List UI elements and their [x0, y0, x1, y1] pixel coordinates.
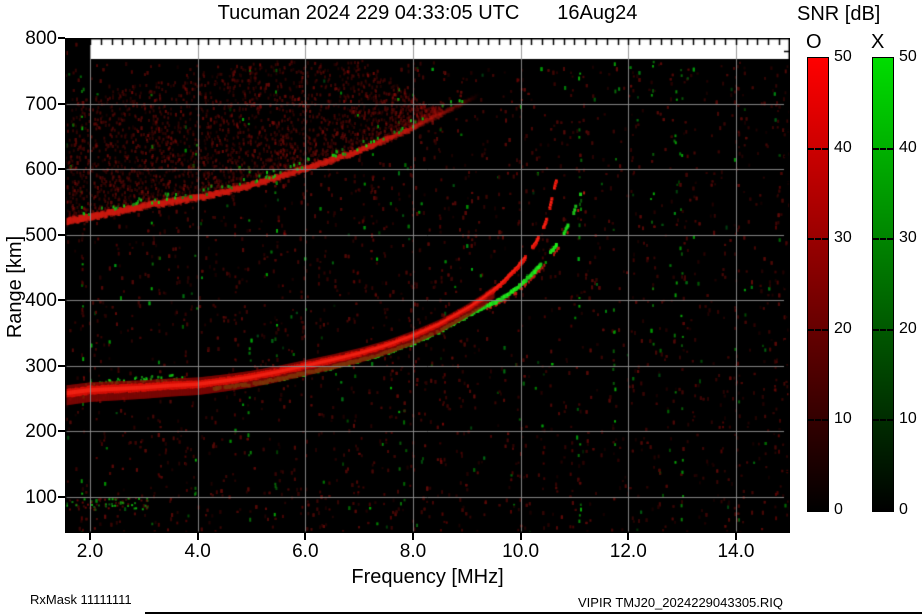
- y-axis-tick: [58, 496, 65, 498]
- ionogram-canvas: [65, 38, 790, 533]
- x-axis-tick: [627, 533, 630, 540]
- o-mode-label: O: [806, 31, 822, 53]
- x-tick-label: 10.0: [502, 541, 540, 562]
- colorbar-dash-mark: [873, 238, 893, 241]
- colorbar-dash-mark: [873, 328, 893, 331]
- x-mode-label: X: [871, 31, 885, 53]
- x-axis-tick: [411, 533, 414, 540]
- plot-title: Tucuman 2024 229 04:33:05 UTC: [217, 2, 520, 24]
- y-tick-label: 300: [25, 355, 57, 377]
- x-colorbar-tick-label: 0: [899, 501, 908, 518]
- y-axis-tick: [58, 299, 65, 302]
- x-tick-label: 2.0: [76, 541, 104, 562]
- colorbar-dash-mark: [808, 419, 828, 422]
- x-colorbar: [872, 57, 894, 512]
- x-axis-tick: [196, 533, 199, 540]
- x-colorbar-tick-label: 50: [899, 48, 917, 65]
- y-axis-tick: [58, 233, 65, 236]
- o-colorbar: [807, 57, 829, 512]
- o-colorbar-tick-label: 40: [834, 138, 852, 156]
- colorbar-dash-mark: [808, 328, 828, 331]
- o-colorbar-tick-label: 10: [834, 410, 852, 428]
- y-axis-tick: [58, 430, 65, 433]
- y-axis-tick: [58, 37, 65, 39]
- y-tick-label: 700: [25, 93, 57, 115]
- o-colorbar-tick-label: 0: [834, 501, 843, 518]
- x-axis-tick: [734, 533, 737, 540]
- x-axis-tick: [519, 533, 522, 540]
- o-colorbar-tick-label: 50: [834, 48, 852, 65]
- x-axis-tick: [89, 533, 91, 540]
- colorbar-dash-mark: [808, 238, 828, 241]
- y-axis-tick: [58, 168, 65, 171]
- y-tick-label: 500: [25, 224, 57, 246]
- x-tick-label: 6.0: [292, 541, 319, 562]
- x-tick-label: 4.0: [184, 541, 211, 562]
- title-row: Tucuman 2024 229 04:33:05 UTC 16Aug24: [65, 2, 790, 25]
- frequency-axis-title: Frequency [MHz]: [351, 566, 504, 588]
- footer-rxmask: RxMask 11111111: [30, 592, 132, 607]
- y-tick-label: 800: [25, 28, 57, 49]
- y-tick-label: 200: [25, 421, 57, 443]
- x-colorbar-tick-label: 40: [899, 138, 917, 156]
- x-colorbar-tick-label: 30: [899, 229, 917, 247]
- x-colorbar-tick-label: 10: [899, 410, 917, 428]
- colorbar-dash-mark: [873, 147, 893, 150]
- x-colorbar-tick-label: 20: [899, 319, 917, 337]
- bottom-border-line: [145, 612, 922, 614]
- snr-legend-title: SNR [dB]: [797, 3, 881, 25]
- y-axis-tick: [58, 102, 65, 105]
- colorbar-dash-mark: [808, 147, 828, 150]
- x-tick-label: 12.0: [609, 541, 647, 562]
- y-tick-label: 100: [25, 487, 57, 508]
- y-tick-label: 400: [25, 290, 57, 312]
- plot-area: [65, 38, 790, 533]
- x-tick-label: 8.0: [399, 541, 427, 562]
- x-axis-tick: [304, 533, 307, 540]
- o-colorbar-tick-label: 20: [834, 319, 852, 337]
- footer-filename: VIPIR TMJ20_2024229043305.RIQ: [578, 595, 784, 610]
- y-tick-label: 600: [25, 159, 57, 181]
- colorbar-dash-mark: [873, 419, 893, 422]
- x-tick-label: 14.0: [717, 541, 755, 562]
- plot-date: 16Aug24: [557, 2, 638, 24]
- y-axis-tick: [58, 364, 65, 367]
- o-colorbar-tick-label: 30: [834, 229, 852, 247]
